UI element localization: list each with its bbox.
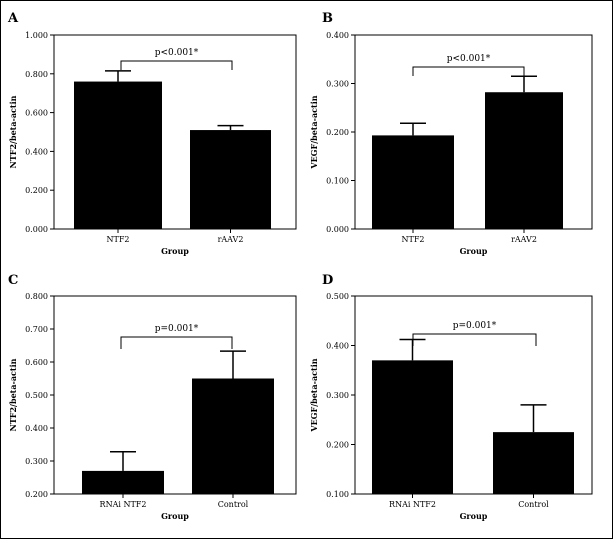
bar-2	[493, 432, 574, 494]
y-tick-label: 0.100	[326, 177, 349, 186]
y-tick-label: 0.600	[25, 109, 48, 118]
y-tick-label: 0.200	[25, 186, 48, 195]
panel-c: C 0.200 0.300 0.400 0.500 0.600 0.700 0.800 RNAi…	[8, 273, 297, 521]
significance-label: p=0.001*	[155, 324, 199, 334]
x-tick-label: RNAi NTF2	[389, 500, 436, 509]
y-tick-label: 0.500	[326, 292, 349, 301]
significance-bracket	[120, 336, 233, 349]
y-tick-label: 0.700	[25, 325, 48, 334]
panel-b: B 0.000 0.100 0.200 0.300 0.400 NTF2 rAAV2 Group…	[309, 11, 593, 256]
x-axis-title: Group	[161, 246, 189, 256]
significance-label: p=0.001*	[453, 321, 497, 331]
y-tick-label: 0.200	[326, 128, 349, 137]
y-tick-label: 0.000	[326, 225, 349, 234]
bar-2	[192, 378, 274, 494]
y-tick-label: 0.400	[326, 31, 349, 40]
y-axis-title: NTF2/beta-actin	[8, 95, 18, 168]
x-tick-label: NTF2	[107, 235, 130, 244]
x-tick-label: NTF2	[402, 235, 425, 244]
y-tick-label: 0.100	[326, 490, 349, 499]
y-tick-label: 0.400	[326, 342, 349, 351]
significance-bracket	[120, 60, 233, 70]
y-axis-title: NTF2/beta-actin	[8, 358, 18, 431]
x-axis-title: Group	[161, 511, 189, 521]
x-axis-title: Group	[460, 246, 488, 256]
y-tick-label: 0.400	[25, 424, 48, 433]
bar-1	[372, 360, 453, 494]
y-axis-title: VEGF/beta-actin	[309, 358, 319, 432]
panel-label-b: B	[322, 11, 333, 26]
y-tick-label: 0.000	[25, 225, 48, 234]
significance-label: p<0.001*	[155, 48, 199, 58]
x-tick-label: Control	[518, 500, 549, 509]
x-tick-label: rAAV2	[218, 235, 244, 244]
significance-bracket	[412, 66, 525, 76]
y-tick-label: 1.000	[25, 31, 48, 40]
y-tick-label: 0.600	[25, 358, 48, 367]
significance-bracket	[412, 333, 537, 346]
bar-2	[190, 130, 271, 229]
y-tick-label: 0.200	[25, 490, 48, 499]
y-tick-label: 0.800	[25, 70, 48, 79]
plot-frame	[53, 34, 297, 230]
panel-d: D 0.100 0.200 0.300 0.400 0.500 RNAi NTF2 Contr…	[309, 273, 593, 521]
x-tick-label: Control	[218, 500, 249, 509]
bar-1	[74, 81, 162, 229]
bar-1	[82, 470, 164, 494]
panel-a: A 0.000 0.200 0.400 0.600 0.800 1.000 NTF2 rAAV2…	[7, 11, 297, 256]
y-tick-label: 0.300	[326, 80, 349, 89]
y-axis-title: VEGF/beta-actin	[309, 95, 319, 169]
bar-1	[372, 135, 454, 229]
y-tick-label: 0.300	[326, 391, 349, 400]
y-tick-label: 0.300	[25, 457, 48, 466]
y-tick-label: 0.400	[25, 147, 48, 156]
significance-label: p<0.001*	[447, 54, 491, 64]
panel-label-a: A	[7, 11, 19, 26]
y-tick-label: 0.800	[25, 292, 48, 301]
x-tick-label: RNAi NTF2	[100, 500, 147, 509]
panel-label-c: C	[8, 273, 18, 288]
x-axis-title: Group	[460, 511, 488, 521]
bar-2	[485, 92, 563, 229]
y-tick-label: 0.500	[25, 391, 48, 400]
panel-label-d: D	[322, 273, 333, 288]
y-tick-label: 0.200	[326, 441, 349, 450]
x-tick-label: rAAV2	[511, 235, 537, 244]
